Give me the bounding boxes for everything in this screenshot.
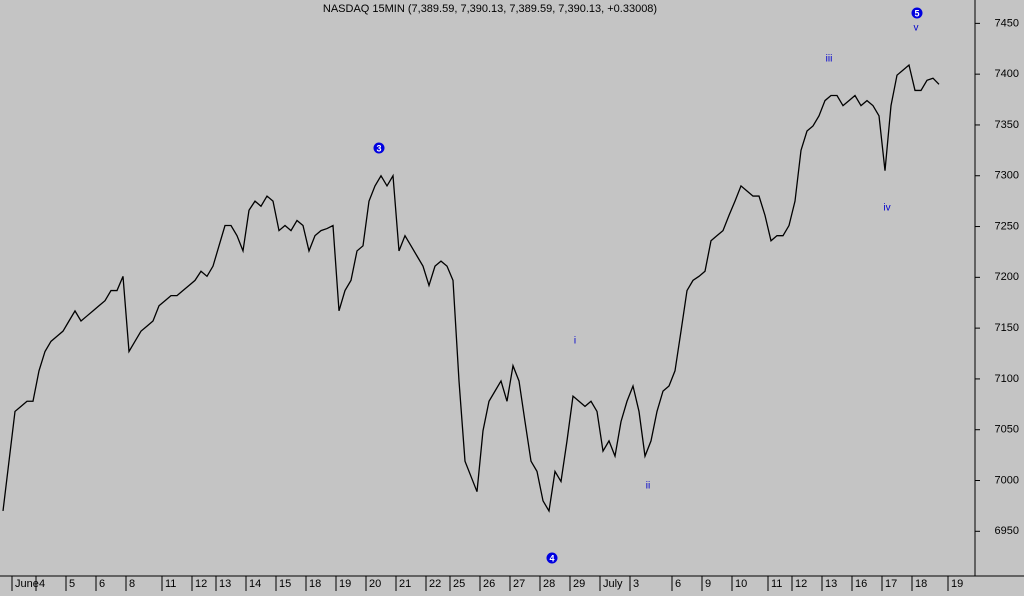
wave-marker: [911, 7, 923, 19]
x-tick-label: 14: [249, 578, 261, 590]
x-tick-label: 12: [195, 578, 207, 590]
x-tick-label: 29: [573, 578, 585, 590]
x-tick-label: 19: [951, 578, 963, 590]
x-tick-label: 13: [219, 578, 231, 590]
x-tick-label: 11: [165, 578, 176, 590]
x-tick-label: 21: [399, 578, 411, 590]
wave-label: 4: [549, 553, 554, 563]
x-tick-label: 3: [633, 578, 639, 590]
y-tick-label: 6950: [995, 525, 1019, 537]
y-tick-label: 7250: [995, 220, 1019, 232]
y-tick-label: 7000: [995, 474, 1019, 486]
x-tick-label: 28: [543, 578, 555, 590]
y-tick-label: 7350: [995, 119, 1019, 131]
wave-label: v: [914, 23, 919, 34]
x-tick-label: 26: [483, 578, 495, 590]
x-tick-label: 6: [675, 578, 681, 590]
x-tick-label: 12: [795, 578, 807, 590]
x-tick-label: 20: [369, 578, 381, 590]
x-tick-label: July: [603, 578, 623, 590]
x-tick-label: 10: [735, 578, 747, 590]
x-tick-label: 4: [39, 578, 45, 590]
x-tick-label: 11: [771, 578, 782, 590]
x-tick-label: 25: [453, 578, 465, 590]
wave-label: 5: [914, 8, 919, 18]
x-tick-label: 19: [339, 578, 351, 590]
y-tick-label: 7300: [995, 170, 1019, 182]
x-tick-label: 13: [825, 578, 837, 590]
y-tick-label: 7400: [995, 68, 1019, 80]
y-tick-label: 7050: [995, 424, 1019, 436]
x-tick-label: 16: [855, 578, 867, 590]
x-tick-label: June: [15, 578, 39, 590]
y-tick-label: 7100: [995, 373, 1019, 385]
price-line: [2, 63, 940, 513]
x-tick-label: 18: [915, 578, 927, 590]
wave-label: iii: [826, 54, 833, 65]
y-tick-label: 7450: [995, 17, 1019, 29]
x-tick-label: 15: [279, 578, 291, 590]
wave-label: iv: [883, 203, 890, 214]
x-tick-label: 18: [309, 578, 321, 590]
wave-marker: [546, 552, 558, 564]
x-tick-label: 17: [885, 578, 897, 590]
x-tick-label: 27: [513, 578, 525, 590]
wave-label: 3: [376, 143, 381, 153]
x-tick-label: 22: [429, 578, 441, 590]
y-tick-label: 7150: [995, 322, 1019, 334]
x-tick-label: 5: [69, 578, 75, 590]
wave-label: i: [574, 336, 576, 347]
chart-title: NASDAQ 15MIN (7,389.59, 7,390.13, 7,389.…: [323, 3, 657, 15]
x-tick-label: 6: [99, 578, 105, 590]
x-tick-label: 8: [129, 578, 135, 590]
x-tick-label: 9: [705, 578, 711, 590]
wave-label: ii: [646, 481, 650, 492]
wave-marker: [373, 142, 385, 154]
y-tick-label: 7200: [995, 271, 1019, 283]
